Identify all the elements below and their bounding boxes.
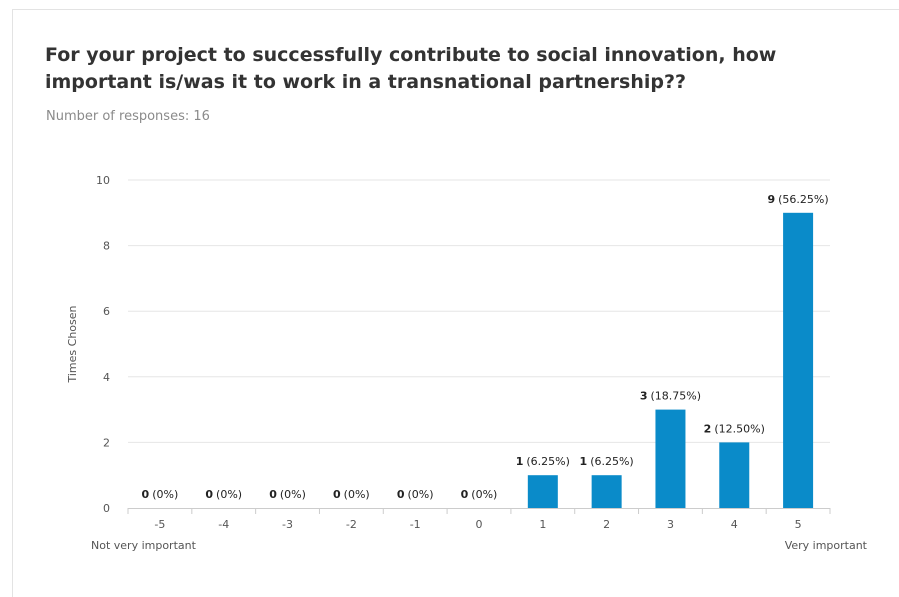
bar[interactable]: [591, 475, 622, 508]
x-tick-label: 1: [539, 518, 546, 531]
x-tick-label: -1: [410, 518, 421, 531]
y-tick-label: 2: [103, 436, 110, 449]
data-label-count: 0: [397, 488, 405, 501]
x-tick-label: 3: [667, 518, 674, 531]
bars: [527, 212, 814, 509]
y-tick-label: 6: [103, 305, 110, 318]
x-tick-label: 5: [795, 518, 802, 531]
y-tick-label: 4: [103, 371, 110, 384]
data-label-count: 3: [640, 390, 648, 403]
data-label-percent: (0%): [216, 488, 242, 501]
bar[interactable]: [527, 475, 558, 508]
data-label: 0 (0%): [142, 488, 179, 501]
data-label: 1 (6.25%): [580, 455, 634, 468]
x-tick-label: 4: [731, 518, 738, 531]
y-tick-label: 8: [103, 240, 110, 253]
x-tick-label: 0: [476, 518, 483, 531]
data-label-percent: (0%): [280, 488, 306, 501]
data-label-percent: (6.25%): [590, 455, 634, 468]
data-label-count: 0: [142, 488, 150, 501]
bar[interactable]: [655, 409, 686, 508]
data-label-percent: (18.75%): [651, 390, 702, 403]
data-label: 0 (0%): [205, 488, 242, 501]
data-label-count: 2: [704, 422, 712, 435]
data-label-count: 0: [269, 488, 277, 501]
data-label: 0 (0%): [397, 488, 434, 501]
data-label-count: 1: [516, 455, 524, 468]
x-tick-label: -4: [218, 518, 229, 531]
data-label: 1 (6.25%): [516, 455, 570, 468]
data-label-count: 1: [580, 455, 588, 468]
gridlines: [128, 179, 830, 443]
x-tick-label: -5: [154, 518, 165, 531]
data-label-percent: (0%): [471, 488, 497, 501]
y-axis-label: Times Chosen: [66, 305, 79, 383]
data-label: 0 (0%): [461, 488, 498, 501]
y-axis-ticks: 0 2 4 6 8 10: [96, 174, 110, 515]
data-label-percent: (6.25%): [526, 455, 570, 468]
data-label-percent: (56.25%): [778, 193, 829, 206]
scale-high-label: Very important: [785, 539, 868, 552]
data-label-percent: (12.50%): [714, 422, 765, 435]
response-count: Number of responses: 16: [46, 109, 210, 124]
question-title: For your project to successfully contrib…: [45, 44, 777, 93]
data-label-percent: (0%): [152, 488, 178, 501]
data-label: 9 (56.25%): [767, 193, 828, 206]
x-tick-label: -3: [282, 518, 293, 531]
y-tick-label: 10: [96, 174, 110, 187]
x-axis-ticks: -5 -4 -3 -2 -1 0 1 2 3 4 5: [127, 508, 831, 531]
data-label-count: 0: [333, 488, 341, 501]
data-label-count: 0: [461, 488, 469, 501]
x-tick-label: 2: [603, 518, 610, 531]
bar[interactable]: [719, 442, 750, 508]
scale-low-label: Not very important: [91, 539, 197, 552]
y-tick-label: 0: [103, 502, 110, 515]
data-label-percent: (0%): [344, 488, 370, 501]
bar[interactable]: [783, 212, 814, 509]
data-label: 2 (12.50%): [704, 422, 765, 435]
data-labels: 0 (0%) 0 (0%) 0 (0%) 0 (0%) 0 (0%) 0 (0%)1 (6.25%) 1(…: [142, 193, 829, 501]
data-label: 0 (0%): [333, 488, 370, 501]
chart-panel: [12, 9, 899, 597]
x-tick-label: -2: [346, 518, 357, 531]
data-label-percent: (0%): [407, 488, 433, 501]
data-label: 0 (0%): [269, 488, 306, 501]
data-label-count: 0: [205, 488, 213, 501]
data-label-count: 9: [767, 193, 775, 206]
data-label: 3 (18.75%): [640, 390, 701, 403]
